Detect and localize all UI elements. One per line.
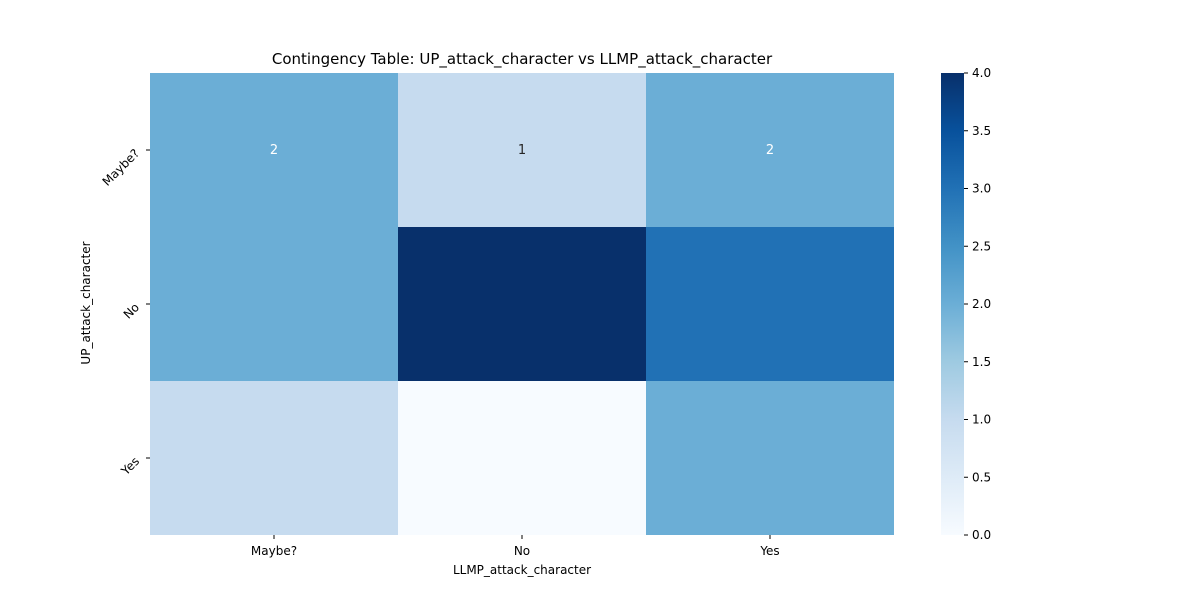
heatmap-cell [398, 73, 646, 227]
y-axis-label: UP_attack_character [79, 241, 93, 364]
heatmap-cell [646, 73, 894, 227]
x-tick-label: Yes [759, 544, 779, 558]
cell-annotations: 2 1 2 [270, 143, 774, 158]
colorbar [941, 73, 964, 535]
heatmap-cell [150, 73, 398, 227]
chart-title: Contingency Table: UP_attack_character v… [272, 50, 773, 69]
x-axis-label: LLMP_attack_character [453, 563, 591, 577]
colorbar-tick-label: 2.5 [972, 239, 991, 253]
heatmap-cell [150, 381, 398, 535]
colorbar-tick-label: 2.0 [972, 297, 991, 311]
colorbar-tick-label: 4.0 [972, 66, 991, 80]
y-axis-ticks: Maybe? No Yes [100, 146, 150, 479]
colorbar-tick-label: 0.0 [972, 528, 991, 542]
heatmap-cell [398, 381, 646, 535]
heatmap-cell [150, 227, 398, 381]
y-tick-label: Yes [118, 454, 142, 478]
cell-annotation: 2 [766, 143, 774, 158]
x-axis-ticks: Maybe? No Yes [251, 535, 780, 558]
y-tick-label: No [121, 300, 142, 321]
heatmap-cell [398, 227, 646, 381]
colorbar-tick-label: 3.5 [972, 124, 991, 138]
colorbar-tick-label: 0.5 [972, 470, 991, 484]
cell-annotation: 2 [270, 143, 278, 158]
colorbar-tick-label: 1.5 [972, 355, 991, 369]
x-tick-label: No [514, 544, 530, 558]
colorbar-ticks: 0.0 0.5 1.0 1.5 2.0 2.5 3.0 3.5 4.0 [964, 66, 991, 542]
heatmap-cell [646, 381, 894, 535]
y-tick-label: Maybe? [100, 146, 143, 189]
colorbar-tick-label: 1.0 [972, 413, 991, 427]
cell-annotation: 1 [518, 143, 526, 158]
heatmap-cell [646, 227, 894, 381]
x-tick-label: Maybe? [251, 544, 297, 558]
colorbar-tick-label: 3.0 [972, 182, 991, 196]
heatmap-cells [150, 73, 894, 535]
